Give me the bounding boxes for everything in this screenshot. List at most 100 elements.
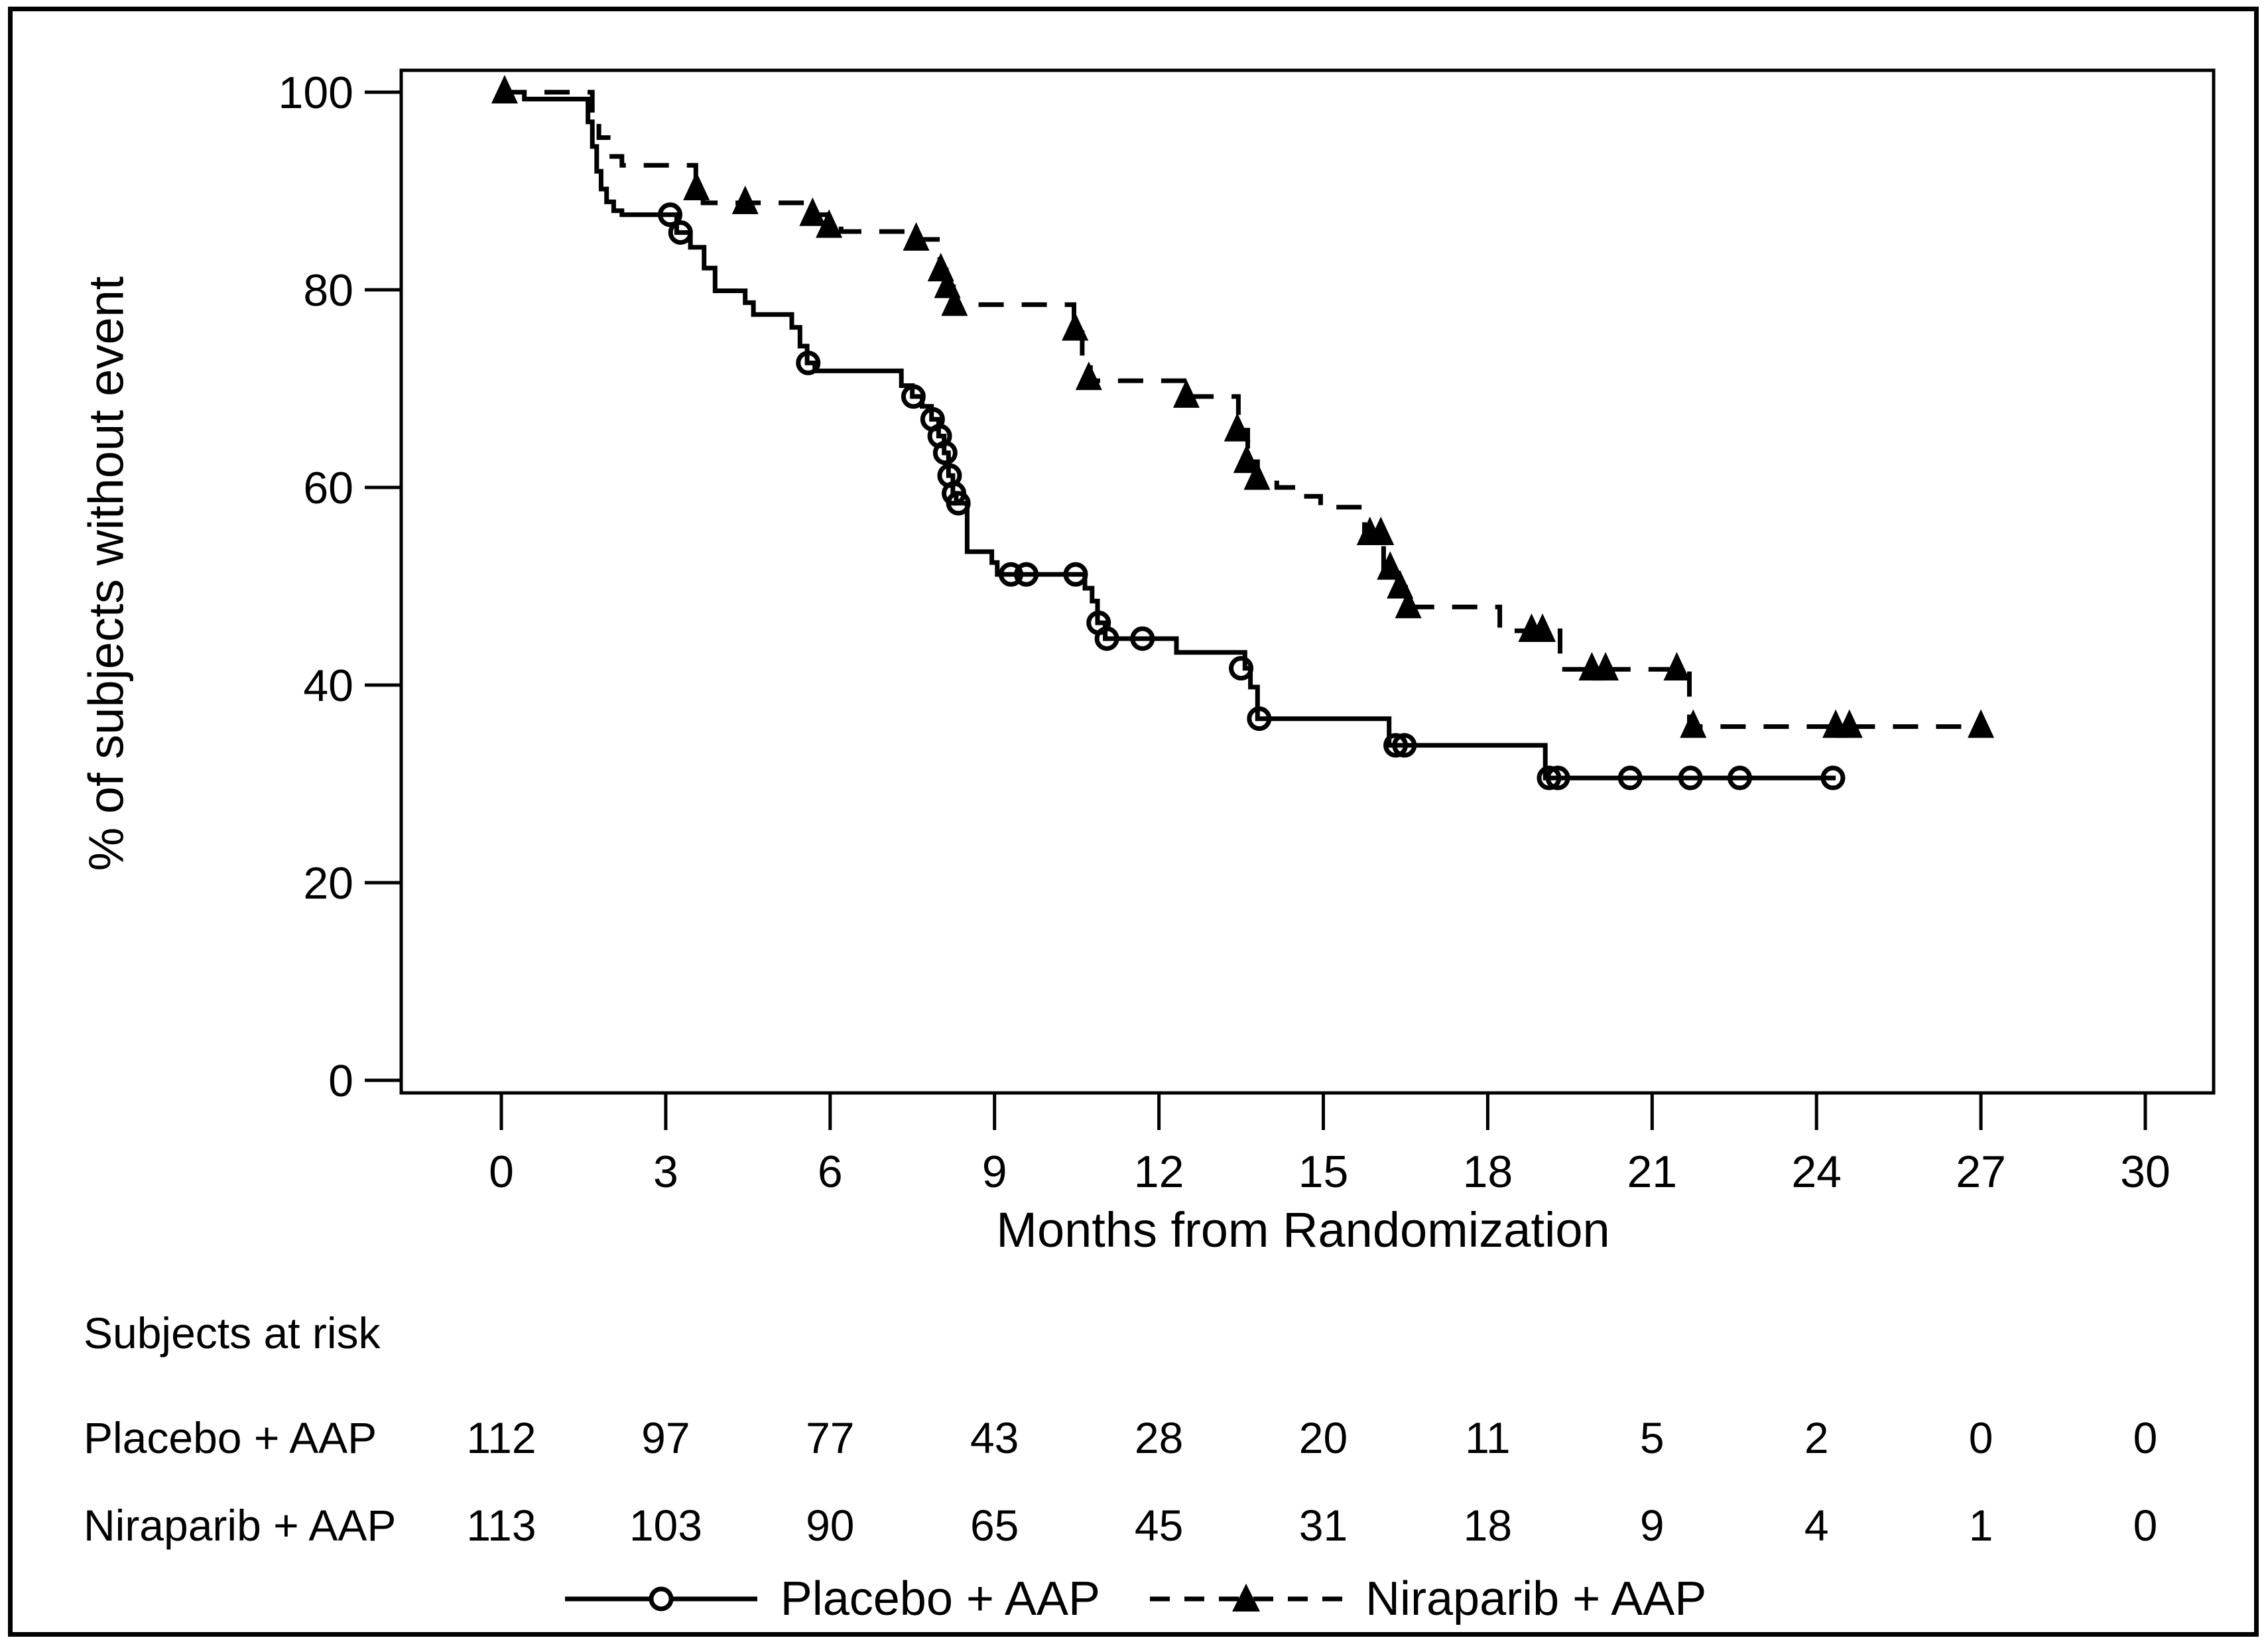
censor-triangle-icon — [799, 197, 826, 226]
x-tick-label: 18 — [1463, 1147, 1513, 1197]
censor-triangle-icon — [1367, 517, 1395, 546]
risk-row-placebo: Placebo + AAP 112 97 77 43 28 20 11 5 2 0 0 — [0, 1413, 2268, 1472]
censor-circle-icon — [1728, 765, 1753, 791]
plot-box — [399, 68, 2216, 1095]
censor-triangle-icon — [1377, 551, 1404, 580]
risk-count: 77 — [806, 1413, 855, 1462]
censor-circle-icon — [901, 384, 926, 409]
censor-triangle-icon — [1387, 570, 1414, 599]
risk-count: 45 — [1134, 1501, 1184, 1550]
legend-triangle-marker-icon — [1232, 1584, 1261, 1612]
legend-label-placebo: Placebo + AAP — [780, 1572, 1101, 1625]
y-tick-label: 100 — [279, 68, 353, 118]
censor-triangle-icon — [941, 287, 968, 316]
x-tick-label: 27 — [1956, 1147, 2006, 1197]
legend-label-niraparib: Niraparib + AAP — [1365, 1572, 1707, 1625]
risk-count: 0 — [2133, 1501, 2158, 1550]
censor-circle-icon — [668, 220, 693, 245]
censor-circle-icon — [946, 491, 971, 516]
x-axis: 0 3 6 9 12 15 18 21 24 27 30 — [489, 1093, 2171, 1197]
risk-count: 1 — [1968, 1501, 1993, 1550]
risk-count: 4 — [1804, 1501, 1829, 1550]
risk-count: 5 — [1639, 1413, 1665, 1462]
x-tick-label: 0 — [489, 1147, 514, 1197]
censor-triangle-icon — [1224, 412, 1251, 442]
legend-item-placebo: Placebo + AAP — [562, 1569, 1100, 1629]
risk-count: 0 — [2133, 1413, 2158, 1462]
censor-circle-icon — [1392, 733, 1417, 758]
risk-row-label-placebo: Placebo + AAP — [84, 1413, 377, 1462]
censor-circle-icon — [1130, 626, 1155, 651]
x-axis-title: Months from Randomization — [996, 1202, 1610, 1257]
x-tick-label: 15 — [1298, 1147, 1349, 1197]
risk-count: 43 — [970, 1413, 1019, 1462]
censor-triangle-icon — [1395, 590, 1422, 619]
censor-circle-icon — [1247, 706, 1272, 731]
y-axis-title: % of subjects without event — [78, 276, 134, 871]
risk-count: 18 — [1463, 1501, 1513, 1550]
y-axis: 100 80 60 40 20 0 — [279, 68, 401, 1106]
x-tick-label: 21 — [1627, 1147, 1677, 1197]
risk-count: 65 — [970, 1501, 1019, 1550]
series-placebo-aap — [501, 90, 1846, 791]
censor-triangle-icon — [1663, 652, 1690, 681]
legend-solid-line-circle-sample — [564, 1586, 757, 1612]
risk-count: 31 — [1298, 1501, 1348, 1550]
censor-triangle-icon — [1968, 709, 1995, 738]
censor-circle-icon — [1014, 562, 1039, 587]
censor-triangle-icon — [1075, 361, 1102, 391]
risk-count: 28 — [1134, 1413, 1184, 1462]
risk-count: 90 — [806, 1501, 855, 1550]
legend: Placebo + AAP Niraparib + AAP — [0, 1569, 2268, 1629]
x-tick-label: 3 — [653, 1147, 678, 1197]
censor-triangle-icon — [1592, 652, 1619, 681]
y-tick-label: 40 — [303, 661, 353, 711]
censor-triangle-icon — [1529, 613, 1556, 643]
risk-row-label-niraparib: Niraparib + AAP — [84, 1501, 397, 1550]
x-tick-label: 12 — [1134, 1147, 1184, 1197]
series-niraparib-aap — [491, 75, 1995, 738]
risk-count: 20 — [1298, 1413, 1348, 1462]
censor-circle-icon — [932, 440, 958, 466]
censor-circle-icon — [1820, 765, 1846, 791]
risk-row-niraparib: Niraparib + AAP 113 103 90 65 45 31 18 9 4 1 0 — [0, 1500, 2268, 1560]
x-tick-label: 6 — [818, 1147, 843, 1197]
legend-dashed-line-triangle-sample — [1150, 1584, 1343, 1612]
censor-circle-icon — [796, 350, 821, 375]
legend-circle-marker-icon — [649, 1586, 674, 1612]
censor-triangle-icon — [903, 222, 930, 251]
censor-circle-icon — [998, 562, 1023, 587]
y-tick-label: 60 — [303, 463, 353, 513]
censor-triangle-icon — [491, 75, 518, 103]
censor-triangle-icon — [731, 185, 759, 214]
legend-item-niraparib: Niraparib + AAP — [1147, 1569, 1706, 1629]
censor-triangle-icon — [816, 209, 843, 238]
y-tick-label: 0 — [328, 1056, 353, 1106]
risk-count: 113 — [466, 1501, 536, 1550]
censor-triangle-icon — [1172, 379, 1200, 408]
risk-count: 112 — [466, 1413, 536, 1462]
risk-count: 9 — [1639, 1501, 1665, 1550]
risk-count: 2 — [1804, 1413, 1829, 1462]
censor-circle-icon — [1063, 562, 1088, 587]
censor-triangle-icon — [1233, 444, 1260, 474]
censor-triangle-icon — [1062, 312, 1089, 341]
risk-table-title: Subjects at risk — [84, 1308, 381, 1358]
risk-count: 11 — [1465, 1413, 1511, 1462]
x-tick-label: 24 — [1791, 1147, 1842, 1197]
risk-count: 97 — [641, 1413, 690, 1462]
censor-circle-icon — [1383, 733, 1409, 758]
y-tick-label: 80 — [303, 265, 353, 316]
km-step-curve — [501, 90, 1984, 729]
censor-circle-icon — [1094, 626, 1119, 651]
y-tick-label: 20 — [303, 858, 353, 909]
x-tick-label: 30 — [2120, 1147, 2171, 1197]
censor-circle-icon — [658, 202, 683, 227]
censor-circle-icon — [1617, 765, 1643, 791]
censor-circle-icon — [1537, 765, 1562, 791]
censor-circle-icon — [1545, 765, 1570, 791]
censor-circle-icon — [1229, 656, 1254, 681]
risk-count: 103 — [629, 1501, 702, 1550]
x-tick-label: 9 — [982, 1147, 1007, 1197]
